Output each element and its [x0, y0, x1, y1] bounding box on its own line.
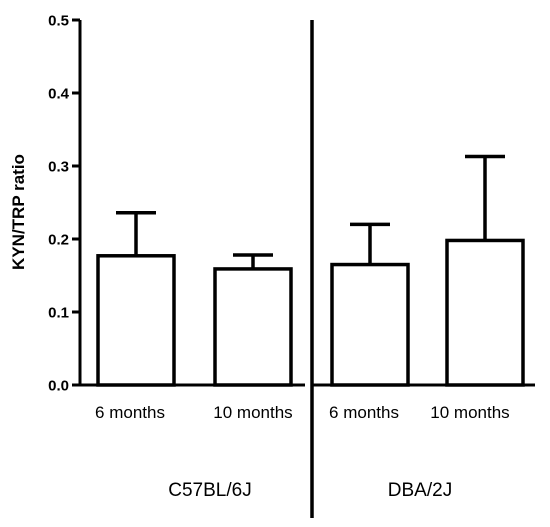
category-label: 6 months — [95, 403, 165, 422]
category-label: 10 months — [213, 403, 292, 422]
y-tick-label: 0.3 — [48, 159, 69, 176]
bar — [445, 238, 525, 387]
bar — [213, 267, 293, 387]
category-label: 6 months — [329, 403, 399, 422]
error-bars — [116, 154, 505, 269]
group-label: C57BL/6J — [168, 480, 251, 501]
bar — [330, 262, 410, 387]
y-tick-label: 0.5 — [48, 13, 69, 30]
y-tick-label: 0.4 — [48, 86, 70, 103]
y-tick-label: 0.2 — [48, 232, 69, 249]
bar — [96, 254, 176, 387]
y-tick-label: 0.0 — [48, 378, 69, 395]
category-labels: 6 months 10 months C57BL/6J 6 months 10 mont… — [95, 403, 510, 501]
group-label: DBA/2J — [388, 480, 452, 501]
y-axis-label: KYN/TRP ratio — [9, 154, 28, 270]
y-tick-label: 0.1 — [48, 305, 69, 322]
category-label: 10 months — [430, 403, 509, 422]
